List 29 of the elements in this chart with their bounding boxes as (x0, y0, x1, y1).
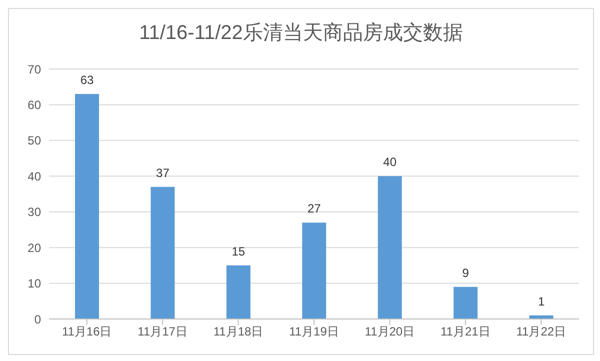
x-tick-label: 11月18日 (213, 324, 264, 339)
bar (150, 186, 175, 319)
y-tick-label: 20 (28, 240, 42, 255)
y-tick-label: 60 (28, 98, 42, 112)
data-label: 40 (383, 155, 397, 170)
data-label: 15 (232, 244, 246, 258)
data-label: 27 (307, 202, 322, 216)
y-tick-label: 70 (28, 62, 42, 76)
bar (226, 265, 250, 319)
x-tick-label: 11月16日 (62, 324, 112, 339)
y-tick-label: 50 (28, 134, 42, 148)
x-tick-label: 11月20日 (364, 324, 415, 339)
data-label: 9 (462, 266, 470, 280)
data-label: 37 (156, 166, 170, 180)
chart-title: 11/16-11/22乐清当天商品房成交数据 (138, 21, 464, 46)
x-tick-label: 11月17日 (138, 324, 188, 339)
data-label: 63 (80, 73, 94, 87)
y-tick-label: 10 (28, 276, 42, 291)
y-tick-label: 40 (28, 169, 42, 184)
x-tick-label: 11月21日 (440, 324, 490, 339)
y-tick-label: 30 (28, 205, 42, 220)
bar (75, 94, 99, 319)
bar (302, 222, 326, 319)
bar (378, 176, 402, 319)
data-label: 1 (538, 294, 545, 308)
x-tick-label: 11月22日 (516, 324, 566, 339)
x-tick-label: 11月19日 (289, 324, 339, 339)
y-tick-label: 0 (34, 312, 42, 326)
bar (454, 286, 478, 319)
